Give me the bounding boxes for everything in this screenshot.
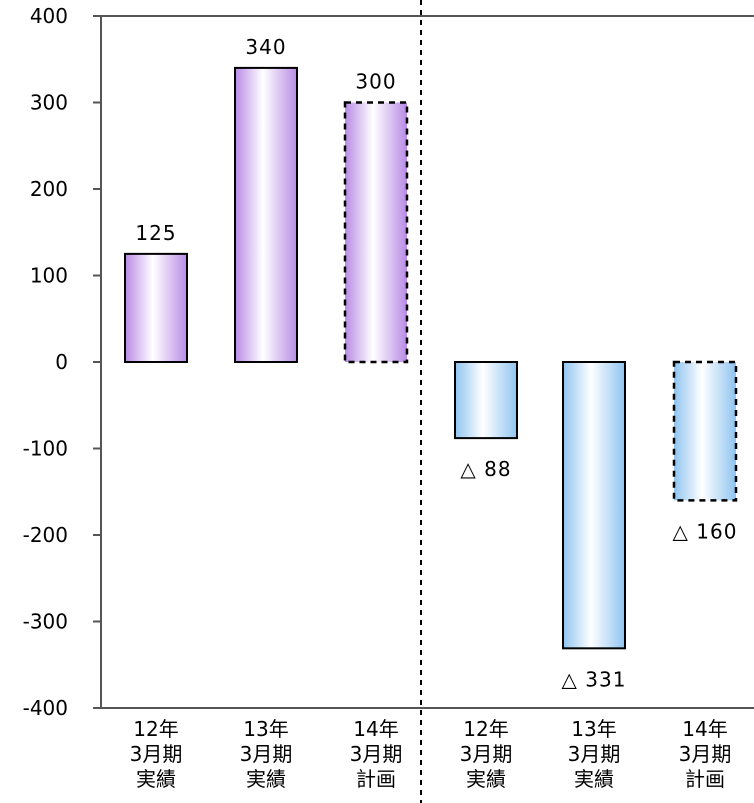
data-label: △ 88	[460, 457, 511, 481]
x-tick-label: 3月期	[568, 742, 621, 766]
data-label: △ 331	[562, 667, 627, 691]
x-tick-label: 計画	[356, 767, 396, 791]
x-tick-label: 計画	[685, 767, 725, 791]
x-tick-label: 3月期	[460, 742, 513, 766]
x-tick-label: 13年	[571, 717, 616, 741]
data-label: 125	[135, 221, 176, 245]
x-tick-label: 実績	[466, 767, 506, 791]
x-tick-label: 14年	[353, 717, 398, 741]
bar-actual	[124, 252, 188, 363]
y-tick-label: -400	[23, 696, 68, 720]
y-tick-label: -100	[23, 437, 68, 461]
data-label: △ 160	[673, 519, 738, 543]
x-tick-label: 14年	[682, 717, 727, 741]
y-tick-label: 300	[30, 91, 68, 115]
x-tick-label: 実績	[246, 767, 286, 791]
bar-plan	[343, 101, 409, 364]
bar-actual	[562, 361, 626, 650]
x-tick-label: 13年	[243, 717, 288, 741]
bar-plan	[672, 360, 738, 502]
y-tick-label: 100	[30, 264, 68, 288]
bar-actual	[234, 66, 298, 364]
x-tick-label: 実績	[574, 767, 614, 791]
data-label: 340	[245, 35, 286, 59]
x-tick-label: 3月期	[130, 742, 183, 766]
y-tick-label: -300	[23, 610, 68, 634]
bar-actual	[454, 361, 518, 440]
x-tick-label: 実績	[136, 767, 176, 791]
data-label: 300	[355, 70, 396, 94]
x-tick-label: 3月期	[350, 742, 403, 766]
x-tick-label: 12年	[133, 717, 178, 741]
y-tick-label: 200	[30, 177, 68, 201]
x-tick-label: 3月期	[240, 742, 293, 766]
y-tick-label: -200	[23, 523, 68, 547]
y-tick-label: 0	[55, 350, 68, 374]
y-tick-label: 400	[30, 4, 68, 28]
axis-layer: 400 300 200 100 0 -100 -200 -300 -400	[23, 0, 754, 803]
bars-layer	[124, 66, 738, 650]
x-tick-label: 12年	[463, 717, 508, 741]
x-tick-label: 3月期	[679, 742, 732, 766]
